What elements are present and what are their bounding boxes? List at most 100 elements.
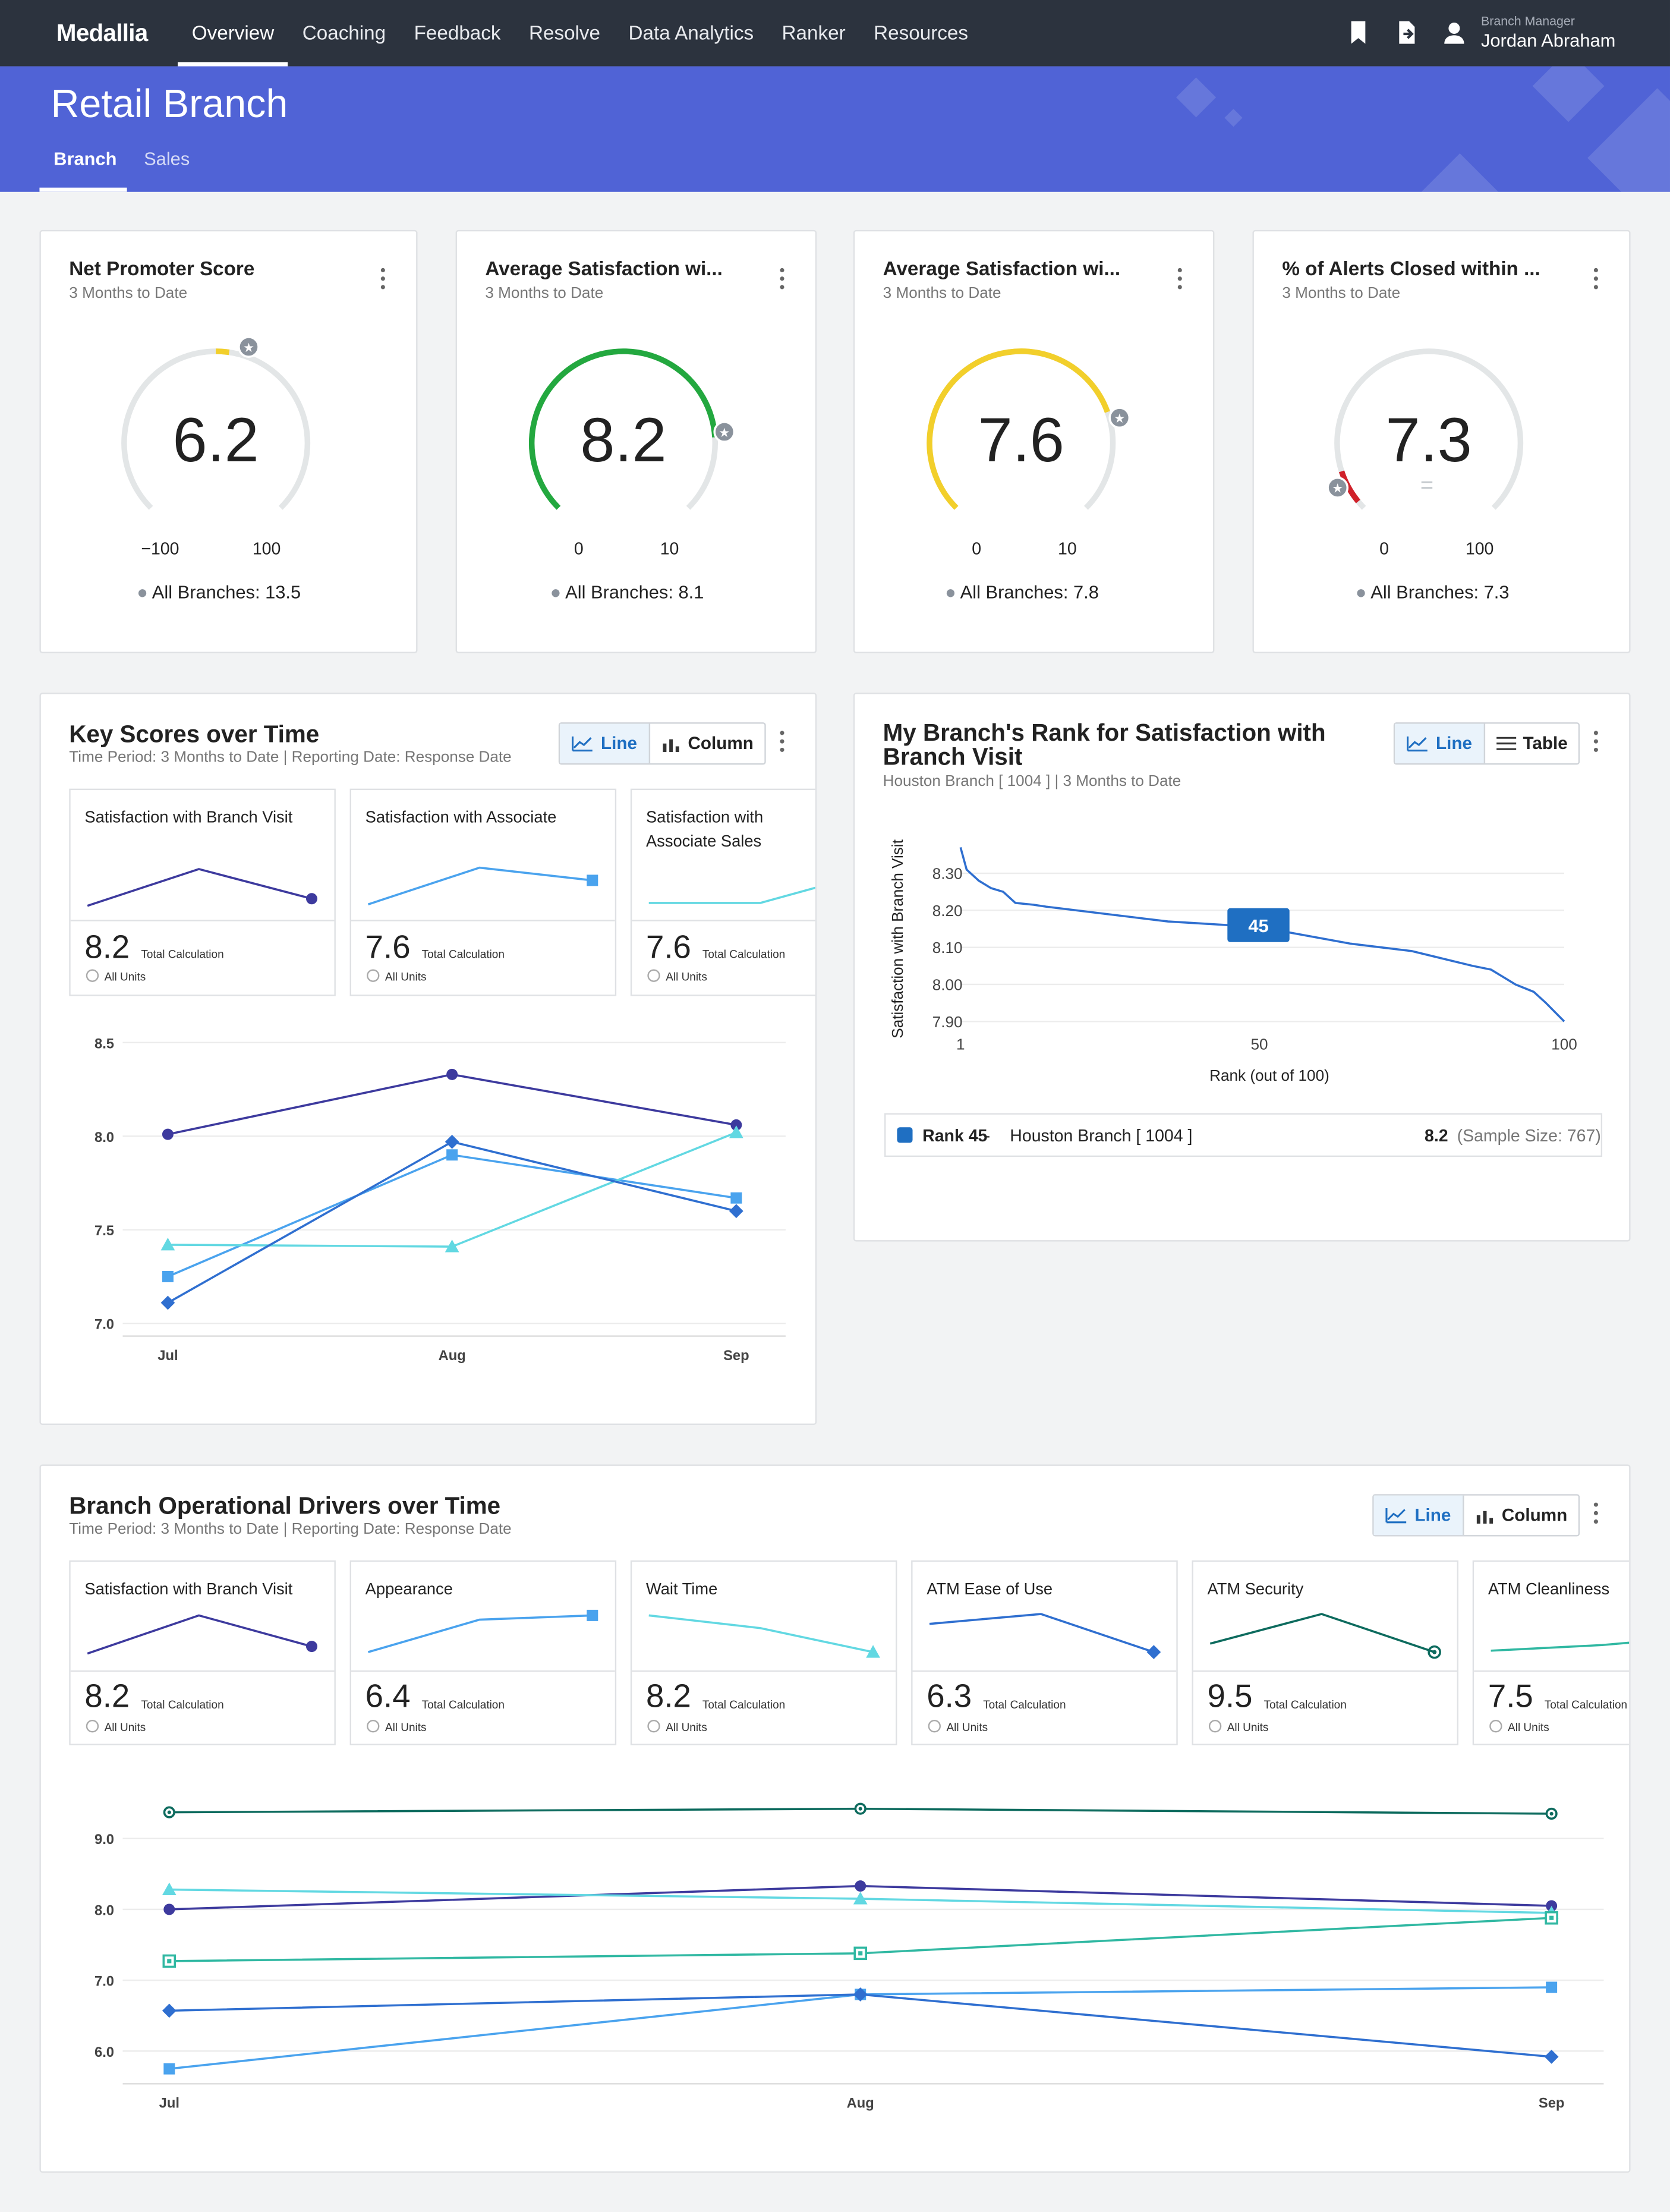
main-nav: Overview Coaching Feedback Resolve Data … (178, 0, 982, 67)
more-options-icon[interactable] (1592, 1502, 1600, 1531)
nav-resources[interactable]: Resources (874, 21, 968, 44)
y-tick-label: 7.5 (94, 1223, 114, 1239)
data-point (162, 1270, 174, 1282)
rank-card: My Branch's Rank for Satisfaction with B… (853, 693, 1631, 1242)
units-radio[interactable] (647, 1720, 660, 1733)
location-pin-icon: ● (945, 581, 956, 603)
more-options-icon[interactable] (779, 268, 787, 296)
data-point (1544, 2050, 1559, 2064)
top-bar: Medallia Overview Coaching Feedback Reso… (0, 0, 1670, 67)
metric-tile-associate[interactable]: Satisfaction with Associate 7.6 Total Ca… (349, 788, 617, 996)
data-point (162, 2003, 177, 2018)
card-subtitle: Time Period: 3 Months to Date | Reportin… (69, 1521, 512, 1538)
x-tick-label: Jul (157, 1348, 178, 1364)
metric-tile-associate-sales[interactable]: Satisfaction with Associate Sales 7.6 To… (630, 788, 815, 996)
tab-sales[interactable]: Sales (144, 148, 190, 169)
more-options-icon[interactable] (379, 268, 387, 296)
column-toggle-button[interactable]: Column (650, 724, 764, 763)
sparkline (1209, 1613, 1441, 1659)
data-point (163, 1903, 175, 1915)
gauge-track (1334, 348, 1524, 510)
legend-rank: Rank 45 (922, 1125, 988, 1146)
all-branches-comparison: ● All Branches: 7.3 (1356, 581, 1510, 603)
all-branches-value: All Branches: 7.3 (1370, 581, 1510, 603)
line-toggle-button[interactable]: Line (560, 723, 650, 763)
gauge-value: 6.2 (172, 406, 259, 476)
nav-resolve[interactable]: Resolve (528, 21, 601, 44)
units-radio[interactable] (367, 1720, 380, 1733)
column-chart-icon (662, 739, 679, 752)
y-tick-label: 8.0 (94, 1130, 114, 1146)
metric-tile-atm-security[interactable]: ATM Security 9.5 Total Calculation All U… (1192, 1560, 1458, 1745)
card-subtitle: 3 Months to Date (1282, 285, 1401, 302)
nav-feedback[interactable]: Feedback (414, 21, 501, 44)
medallia-logo[interactable]: Medallia (56, 20, 148, 47)
bookmark-icon[interactable] (1344, 18, 1372, 46)
nav-overview[interactable]: Overview (178, 0, 289, 67)
metric-tile-atm-ease[interactable]: ATM Ease of Use 6.3 Total Calculation Al… (911, 1560, 1178, 1745)
user-name[interactable]: Jordan Abraham (1480, 29, 1616, 51)
nav-data-analytics[interactable]: Data Analytics (628, 21, 754, 44)
metric-tile-wait-time[interactable]: Wait Time 8.2 Total Calculation All Unit… (630, 1560, 897, 1745)
more-options-icon[interactable] (1592, 731, 1600, 759)
card-title: % of Alerts Closed within ... (1282, 256, 1540, 279)
legend-branch: Houston Branch [ 1004 ] (1010, 1125, 1193, 1146)
line-toggle-button[interactable]: Line (1373, 1495, 1464, 1536)
metric-units: All Units (666, 970, 707, 984)
column-chart-icon (1476, 1511, 1493, 1524)
nav-ranker[interactable]: Ranker (782, 21, 846, 44)
metric-tile-appearance[interactable]: Appearance 6.4 Total Calculation All Uni… (349, 1560, 617, 1745)
line-toggle-label: Line (1414, 1505, 1451, 1525)
metric-value: 8.2 (645, 1677, 691, 1714)
units-radio[interactable] (928, 1720, 941, 1733)
gauge-max: 100 (252, 539, 281, 559)
data-point (162, 1128, 174, 1140)
metric-tile-branch-visit[interactable]: Satisfaction with Branch Visit 8.2 Total… (69, 1560, 336, 1745)
units-radio[interactable] (1208, 1720, 1222, 1733)
card-subtitle: Time Period: 3 Months to Date | Reportin… (69, 749, 512, 766)
card-title: Key Scores over Time (69, 720, 320, 748)
all-branches-value: All Branches: 8.1 (565, 581, 704, 603)
sparkline (1491, 1641, 1630, 1652)
decoration (1532, 66, 1605, 122)
more-options-icon[interactable] (1592, 268, 1600, 296)
table-toggle-button[interactable]: Table (1485, 724, 1578, 763)
decoration (1224, 109, 1243, 127)
user-role: Branch Manager (1480, 14, 1575, 29)
line-toggle-button[interactable]: Line (1395, 723, 1485, 763)
gauge-max: 10 (1057, 539, 1077, 559)
sparkline (648, 1614, 880, 1658)
page-title: Retail Branch (51, 81, 288, 126)
export-icon[interactable] (1392, 18, 1420, 46)
user-icon[interactable] (1440, 18, 1468, 46)
divider (632, 1670, 896, 1672)
nav-coaching[interactable]: Coaching (302, 21, 386, 44)
tab-branch[interactable]: Branch (53, 148, 117, 169)
column-toggle-button[interactable]: Column (1464, 1496, 1578, 1535)
more-options-icon[interactable] (1176, 268, 1184, 296)
metric-tile-atm-cleanliness[interactable]: ATM Cleanliness 7.5 Total Calculation Al… (1472, 1560, 1630, 1745)
more-options-icon[interactable] (779, 731, 787, 759)
units-radio[interactable] (86, 1720, 99, 1733)
metric-tile-branch-visit[interactable]: Satisfaction with Branch Visit 8.2 Total… (69, 788, 336, 996)
chart-type-toggle: Line Table (1393, 722, 1581, 765)
card-subtitle: Houston Branch [ 1004 ] | 3 Months to Da… (883, 773, 1181, 791)
x-axis-label: Rank (out of 100) (1209, 1066, 1329, 1084)
metric-value: 6.3 (927, 1677, 972, 1714)
metric-name: Wait Time (645, 1581, 718, 1599)
units-radio[interactable] (647, 969, 660, 982)
chart-type-toggle: Line Column (1372, 1494, 1580, 1537)
data-point-center (167, 1810, 171, 1814)
table-toggle-label: Table (1523, 734, 1568, 754)
data-point (446, 1068, 458, 1080)
units-radio[interactable] (1489, 1720, 1502, 1733)
metric-name: ATM Cleanliness (1488, 1581, 1610, 1599)
all-branches-comparison: ● All Branches: 13.5 (137, 581, 301, 603)
metric-units: All Units (1227, 1721, 1269, 1734)
units-radio[interactable] (367, 969, 380, 982)
divider (632, 920, 815, 921)
units-radio[interactable] (86, 969, 99, 982)
divider (70, 920, 335, 921)
data-point-center (1549, 1915, 1554, 1920)
metric-value: 6.4 (365, 1677, 411, 1714)
